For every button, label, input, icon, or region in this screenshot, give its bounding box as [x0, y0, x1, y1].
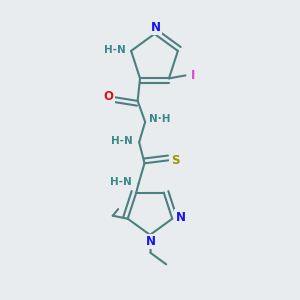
- Text: O: O: [103, 90, 113, 103]
- Text: N: N: [176, 211, 186, 224]
- Text: N: N: [150, 21, 161, 34]
- Text: H-N: H-N: [110, 177, 132, 187]
- Text: I: I: [191, 69, 196, 82]
- Text: H-N: H-N: [111, 136, 133, 146]
- Text: N·H: N·H: [149, 114, 171, 124]
- Text: S: S: [171, 154, 179, 167]
- Text: H-N: H-N: [104, 45, 125, 55]
- Text: N: N: [146, 235, 156, 248]
